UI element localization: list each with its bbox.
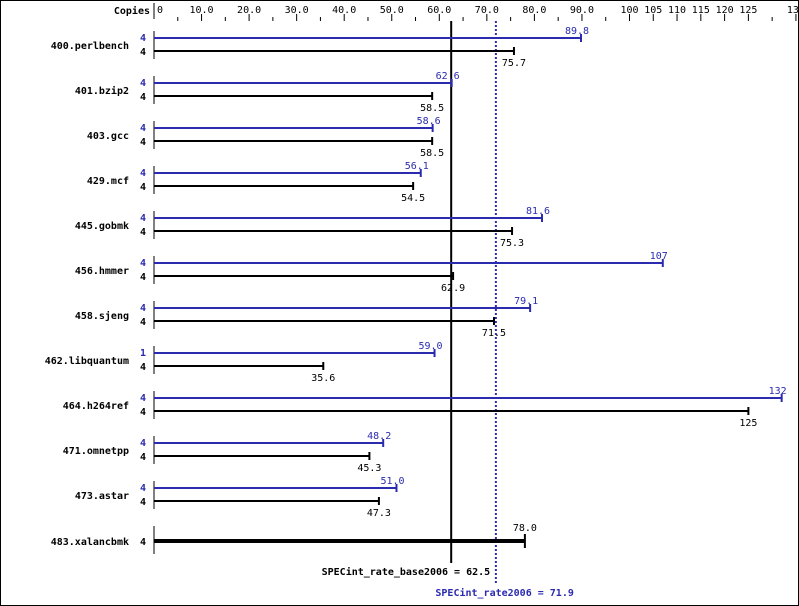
peak-value-label: 51.0 — [380, 476, 404, 487]
benchmark-label: 429.mcf — [87, 176, 129, 187]
base-value-label: 45.3 — [357, 463, 381, 474]
peak-value-label: 58.6 — [417, 116, 441, 127]
value-label: 78.0 — [513, 523, 537, 534]
base-copies-label: 4 — [140, 362, 146, 373]
tick-label: 135 — [787, 5, 798, 16]
peak-copies-label: 1 — [140, 348, 146, 359]
base-value-label: 71.5 — [482, 328, 506, 339]
base-copies-label: 4 — [140, 47, 146, 58]
peak-copies-label: 4 — [140, 168, 146, 179]
peak-value-label: 79.1 — [514, 296, 538, 307]
peak-copies-label: 4 — [140, 483, 146, 494]
tick-label: 20.0 — [237, 5, 261, 16]
benchmark-label: 464.h264ref — [63, 401, 129, 412]
benchmark-label: 458.sjeng — [75, 310, 129, 322]
benchmark-label: 483.xalancbmk — [51, 537, 129, 548]
base-copies-label: 4 — [140, 92, 146, 103]
base-value-label: 58.5 — [420, 103, 444, 114]
peak-value-label: 56.1 — [405, 161, 429, 172]
tick-label: 110 — [668, 5, 686, 16]
peak-value-label: 89.8 — [565, 26, 589, 37]
base-reference-label: SPECint_rate_base2006 = 62.5 — [322, 566, 491, 578]
base-copies-label: 4 — [140, 407, 146, 418]
benchmark-label: 473.astar — [75, 491, 129, 502]
tick-label: 105 — [644, 5, 662, 16]
tick-label: 70.0 — [475, 5, 499, 16]
peak-value-label: 81.6 — [526, 206, 550, 217]
benchmark-label: 462.libquantum — [45, 355, 129, 367]
peak-value-label: 107 — [650, 251, 668, 262]
base-value-label: 58.5 — [420, 148, 444, 159]
tick-label: 10.0 — [190, 5, 214, 16]
base-copies-label: 4 — [140, 272, 146, 283]
peak-copies-label: 4 — [140, 303, 146, 314]
peak-value-label: 62.6 — [436, 71, 460, 82]
peak-copies-label: 4 — [140, 213, 146, 224]
axis-label-copies: Copies — [114, 5, 150, 17]
tick-label: 90.0 — [570, 5, 594, 16]
tick-label: 60.0 — [427, 5, 451, 16]
tick-label: 100 — [620, 5, 638, 16]
tick-label: 120 — [716, 5, 734, 16]
base-value-label: 75.3 — [500, 238, 524, 249]
peak-reference-label: SPECint_rate2006 = 71.9 — [435, 587, 573, 599]
base-copies-label: 4 — [140, 182, 146, 193]
peak-value-label: 59.0 — [418, 341, 442, 352]
peak-copies-label: 4 — [140, 393, 146, 404]
benchmark-label: 401.bzip2 — [75, 85, 129, 97]
benchmark-label: 445.gobmk — [75, 221, 129, 232]
peak-copies-label: 4 — [140, 438, 146, 449]
base-value-label: 75.7 — [502, 58, 526, 69]
tick-label: 115 — [692, 5, 710, 16]
peak-copies-label: 4 — [140, 123, 146, 134]
base-copies-label: 4 — [140, 317, 146, 328]
base-value-label: 54.5 — [401, 193, 425, 204]
base-value-label: 62.9 — [441, 283, 465, 294]
tick-label: 50.0 — [380, 5, 404, 16]
benchmark-label: 403.gcc — [87, 131, 129, 142]
peak-copies-label: 4 — [140, 78, 146, 89]
base-value-label: 47.3 — [367, 508, 391, 519]
base-value-label: 125 — [739, 418, 757, 429]
copies-label: 4 — [140, 537, 146, 548]
benchmark-label: 471.omnetpp — [63, 446, 129, 457]
base-copies-label: 4 — [140, 452, 146, 463]
tick-label: 40.0 — [332, 5, 356, 16]
peak-copies-label: 4 — [140, 33, 146, 44]
tick-label: 30.0 — [285, 5, 309, 16]
peak-copies-label: 4 — [140, 258, 146, 269]
tick-label: 80.0 — [522, 5, 546, 16]
benchmark-label: 400.perlbench — [51, 41, 129, 52]
benchmark-label: 456.hmmer — [75, 266, 129, 277]
tick-label: 125 — [739, 5, 757, 16]
peak-value-label: 48.2 — [367, 431, 391, 442]
peak-value-label: 132 — [769, 386, 787, 397]
base-copies-label: 4 — [140, 497, 146, 508]
base-copies-label: 4 — [140, 227, 146, 238]
base-copies-label: 4 — [140, 137, 146, 148]
tick-label: 0 — [157, 5, 163, 16]
base-value-label: 35.6 — [311, 373, 335, 384]
